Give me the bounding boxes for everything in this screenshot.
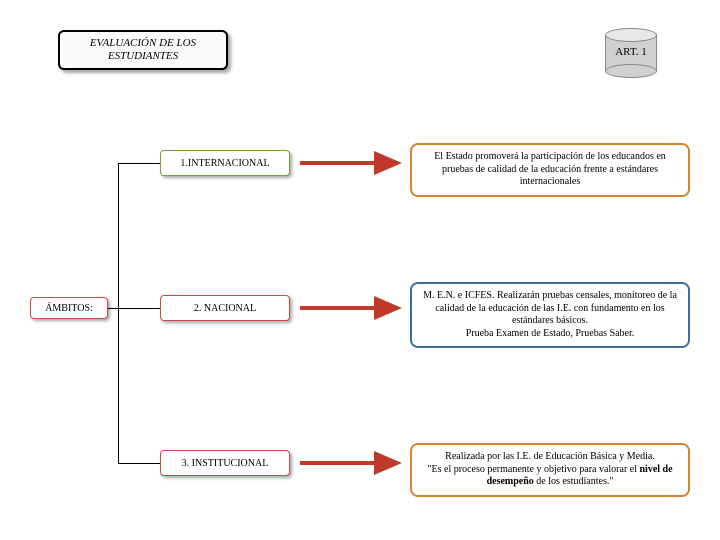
level-nacional: 2. NACIONAL — [160, 295, 290, 321]
title-box: EVALUACIÓN DE LOS ESTUDIANTES — [58, 30, 228, 70]
cylinder-bottom — [605, 64, 657, 78]
ambitos-label: ÁMBITOS: — [45, 303, 93, 314]
cylinder-top — [605, 28, 657, 42]
desc-nacional: M. E.N. e ICFES. Realizarán pruebas cens… — [410, 282, 690, 348]
level-internacional: 1.INTERNACIONAL — [160, 150, 290, 176]
level-label: 3. INSTITUCIONAL — [182, 458, 269, 469]
desc-internacional: El Estado promoverá la participación de … — [410, 143, 690, 197]
desc-institucional: Realizada por las I.E. de Educación Bási… — [410, 443, 690, 497]
ambitos-box: ÁMBITOS: — [30, 297, 108, 319]
title-text: EVALUACIÓN DE LOS ESTUDIANTES — [66, 37, 220, 63]
level-label: 2. NACIONAL — [194, 303, 256, 314]
level-institucional: 3. INSTITUCIONAL — [160, 450, 290, 476]
level-label: 1.INTERNACIONAL — [180, 158, 269, 169]
art1-cylinder: ART. 1 — [605, 28, 657, 78]
cylinder-label: ART. 1 — [605, 46, 657, 58]
